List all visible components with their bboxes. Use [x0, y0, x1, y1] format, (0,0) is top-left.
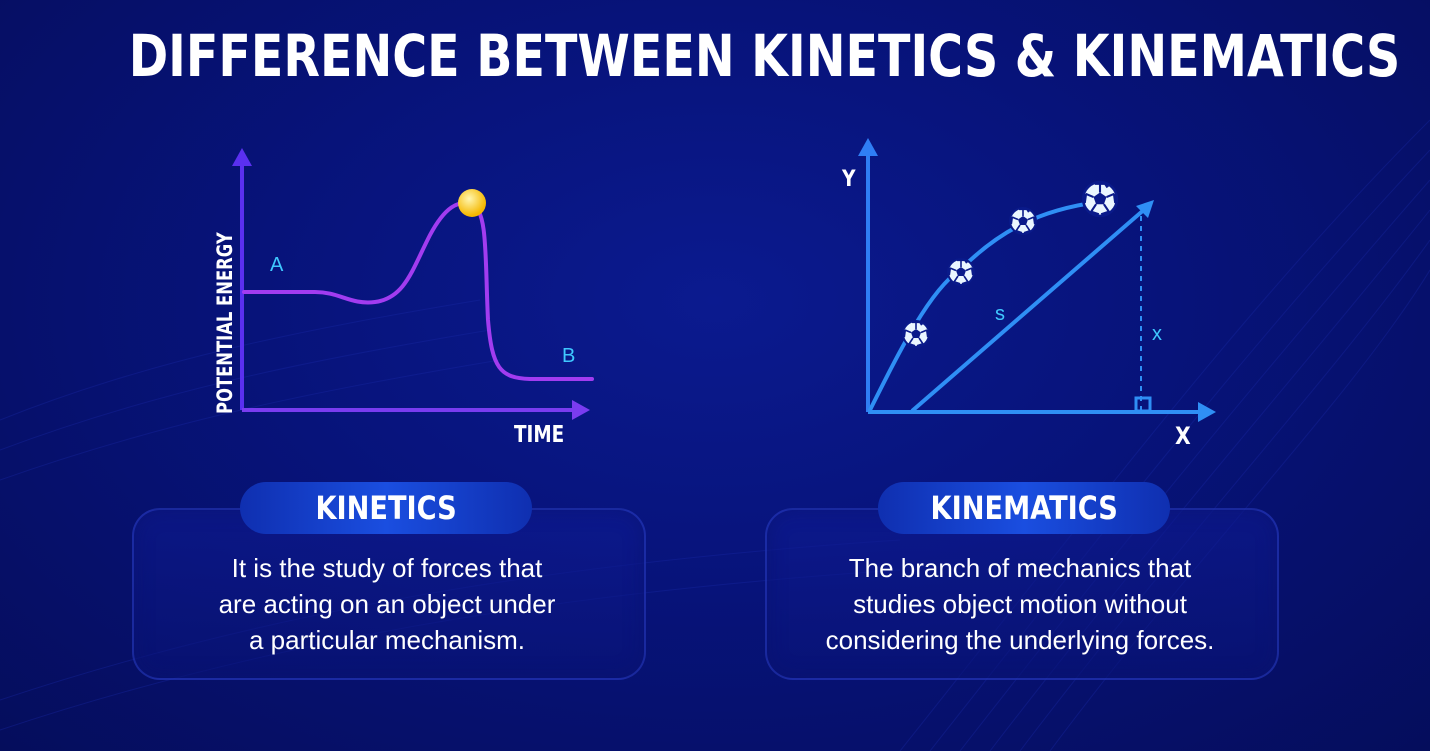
displacement-label: s — [995, 303, 1005, 325]
kinematics-y-axis-label: Y — [841, 166, 856, 192]
kinetics-x-axis — [242, 400, 590, 420]
kinetics-y-axis-label: POTENTIAL ENERGY — [214, 232, 237, 414]
page-title: DIFFERENCE BETWEEN KINETICS & KINEMATICS — [128, 22, 1401, 90]
kinetics-description-line: It is the study of forces that — [231, 553, 543, 583]
kinematics-label-pill: KINEMATICS — [878, 482, 1170, 534]
kinematics-description: The branch of mechanics that studies obj… — [765, 550, 1275, 658]
kinetics-diagram: A B POTENTIAL ENERGY TIME — [214, 148, 594, 448]
soccer-ball-icon — [946, 257, 976, 287]
kinematics-y-axis — [858, 138, 878, 412]
kinetics-label-pill: KINETICS — [240, 482, 532, 534]
kinematics-diagram: s x Y X — [841, 138, 1216, 450]
point-b-label: B — [562, 345, 575, 367]
kinematics-description-line: considering the underlying forces. — [825, 625, 1215, 655]
kinetics-y-axis — [232, 148, 252, 410]
kinetics-description-line: are acting on an object under — [218, 589, 556, 619]
kinetics-card — [132, 508, 646, 680]
peak-ball-icon — [458, 189, 486, 217]
kinematics-card — [765, 508, 1279, 680]
kinetics-x-axis-label: TIME — [514, 421, 564, 448]
kinematics-x-axis-label: X — [1175, 422, 1191, 450]
kinetics-description-line: a particular mechanism. — [249, 625, 525, 655]
trajectory-curve — [868, 200, 1100, 412]
point-a-label: A — [270, 254, 284, 276]
kinematics-label: KINEMATICS — [930, 489, 1118, 527]
soccer-ball-icon — [1008, 206, 1038, 236]
potential-energy-curve — [242, 201, 594, 381]
kinematics-description-line: studies object motion without — [853, 589, 1187, 619]
displacement-arrow — [910, 200, 1154, 413]
soccer-ball-icon — [1081, 180, 1119, 218]
kinematics-description-line: The branch of mechanics that — [848, 553, 1192, 583]
height-label: x — [1152, 323, 1162, 345]
right-angle-marker — [1134, 396, 1152, 413]
kinetics-label: KINETICS — [315, 489, 457, 527]
kinetics-description: It is the study of forces that are actin… — [132, 550, 642, 658]
soccer-ball-icon — [901, 319, 931, 349]
